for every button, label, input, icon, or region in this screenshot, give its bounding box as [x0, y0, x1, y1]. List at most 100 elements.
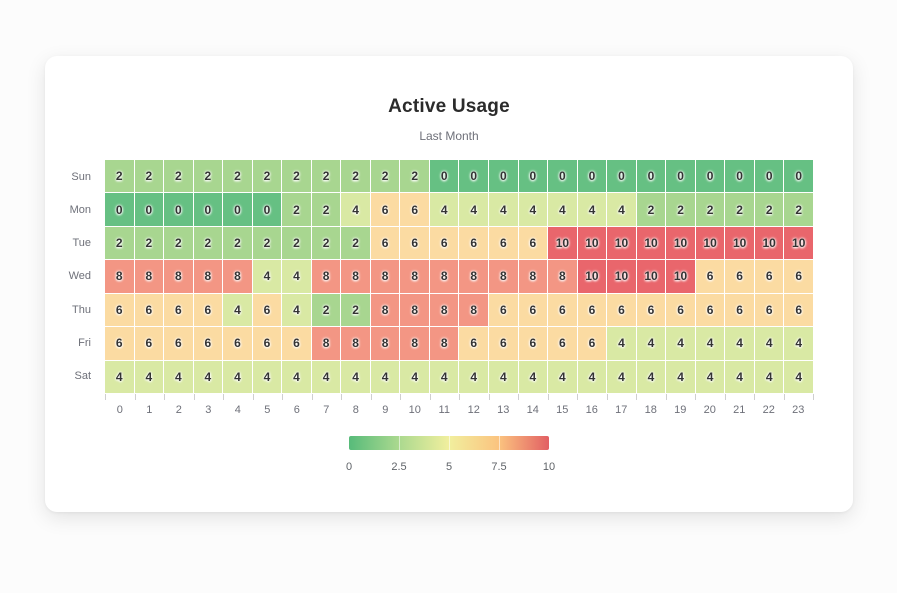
heatmap-cell[interactable]: 2 [193, 226, 223, 260]
heatmap-cell[interactable]: 4 [548, 360, 577, 393]
heatmap-cell[interactable]: 10 [607, 260, 636, 293]
heatmap-cell[interactable]: 2 [282, 160, 311, 193]
heatmap-cell[interactable]: 8 [341, 327, 370, 360]
heatmap-cell[interactable]: 6 [164, 293, 193, 327]
heatmap-cell[interactable]: 2 [164, 160, 193, 193]
heatmap-cell[interactable]: 10 [666, 260, 695, 293]
heatmap-cell[interactable]: 4 [223, 293, 252, 327]
heatmap-cell[interactable]: 2 [695, 193, 725, 226]
heatmap-cell[interactable]: 6 [489, 327, 518, 360]
heatmap-cell[interactable]: 6 [577, 327, 607, 360]
heatmap-cell[interactable]: 4 [370, 360, 400, 393]
heatmap-cell[interactable]: 4 [252, 260, 282, 293]
heatmap-cell[interactable]: 4 [489, 193, 518, 226]
heatmap-cell[interactable]: 4 [223, 360, 252, 393]
heatmap-cell[interactable]: 4 [607, 327, 636, 360]
heatmap-cell[interactable]: 6 [695, 260, 725, 293]
heatmap-cell[interactable]: 6 [754, 293, 784, 327]
heatmap-cell[interactable]: 0 [784, 160, 813, 193]
color-legend-gradient-bar[interactable] [349, 436, 549, 450]
heatmap-cell[interactable]: 6 [489, 293, 518, 327]
heatmap-cell[interactable]: 6 [518, 293, 548, 327]
heatmap-cell[interactable]: 4 [282, 293, 311, 327]
heatmap-cell[interactable]: 2 [370, 160, 400, 193]
heatmap-cell[interactable]: 2 [134, 160, 164, 193]
heatmap-cell[interactable]: 6 [400, 226, 429, 260]
heatmap-cell[interactable]: 6 [193, 293, 223, 327]
heatmap-cell[interactable]: 6 [666, 293, 695, 327]
heatmap-cell[interactable]: 4 [784, 360, 813, 393]
heatmap-cell[interactable]: 6 [518, 327, 548, 360]
heatmap-cell[interactable]: 2 [341, 160, 370, 193]
heatmap-cell[interactable]: 2 [223, 226, 252, 260]
heatmap-cell[interactable]: 4 [429, 193, 459, 226]
heatmap-cell[interactable]: 6 [370, 193, 400, 226]
heatmap-cell[interactable]: 4 [341, 193, 370, 226]
heatmap-cell[interactable]: 6 [725, 260, 754, 293]
heatmap-cell[interactable]: 8 [370, 327, 400, 360]
heatmap-cell[interactable]: 2 [311, 160, 341, 193]
heatmap-cell[interactable]: 10 [607, 226, 636, 260]
heatmap-cell[interactable]: 0 [548, 160, 577, 193]
heatmap-cell[interactable]: 2 [311, 293, 341, 327]
heatmap-cell[interactable]: 0 [459, 160, 489, 193]
heatmap-cell[interactable]: 8 [429, 327, 459, 360]
heatmap-cell[interactable]: 2 [282, 226, 311, 260]
heatmap-cell[interactable]: 8 [400, 293, 429, 327]
heatmap-cell[interactable]: 6 [252, 327, 282, 360]
heatmap-cell[interactable]: 6 [695, 293, 725, 327]
heatmap-cell[interactable]: 8 [341, 260, 370, 293]
heatmap-cell[interactable]: 6 [105, 327, 134, 360]
heatmap-cell[interactable]: 6 [548, 327, 577, 360]
heatmap-cell[interactable]: 4 [548, 193, 577, 226]
heatmap-cell[interactable]: 4 [134, 360, 164, 393]
heatmap-cell[interactable]: 4 [636, 360, 666, 393]
heatmap-cell[interactable]: 10 [725, 226, 754, 260]
heatmap-cell[interactable]: 2 [666, 193, 695, 226]
heatmap-cell[interactable]: 4 [695, 360, 725, 393]
heatmap-cell[interactable]: 4 [695, 327, 725, 360]
heatmap-cell[interactable]: 6 [193, 327, 223, 360]
heatmap-cell[interactable]: 4 [459, 193, 489, 226]
heatmap-cell[interactable]: 2 [223, 160, 252, 193]
heatmap-cell[interactable]: 8 [400, 260, 429, 293]
heatmap-cell[interactable]: 2 [105, 160, 134, 193]
heatmap-cell[interactable]: 0 [518, 160, 548, 193]
heatmap-cell[interactable]: 6 [784, 293, 813, 327]
heatmap-cell[interactable]: 2 [164, 226, 193, 260]
heatmap-cell[interactable]: 6 [459, 226, 489, 260]
heatmap-cell[interactable]: 0 [666, 160, 695, 193]
heatmap-cell[interactable]: 8 [459, 293, 489, 327]
heatmap-cell[interactable]: 6 [784, 260, 813, 293]
heatmap-cell[interactable]: 6 [489, 226, 518, 260]
heatmap-cell[interactable]: 6 [459, 327, 489, 360]
heatmap-cell[interactable]: 8 [164, 260, 193, 293]
heatmap-cell[interactable]: 4 [607, 193, 636, 226]
heatmap-cell[interactable]: 8 [548, 260, 577, 293]
heatmap-cell[interactable]: 6 [636, 293, 666, 327]
heatmap-cell[interactable]: 8 [311, 260, 341, 293]
heatmap-cell[interactable]: 10 [577, 226, 607, 260]
heatmap-cell[interactable]: 0 [577, 160, 607, 193]
heatmap-cell[interactable]: 2 [725, 193, 754, 226]
heatmap-cell[interactable]: 0 [193, 193, 223, 226]
heatmap-cell[interactable]: 6 [518, 226, 548, 260]
heatmap-cell[interactable]: 4 [666, 360, 695, 393]
heatmap-cell[interactable]: 0 [607, 160, 636, 193]
heatmap-cell[interactable]: 8 [489, 260, 518, 293]
heatmap-cell[interactable]: 10 [695, 226, 725, 260]
heatmap-cell[interactable]: 0 [636, 160, 666, 193]
heatmap-cell[interactable]: 8 [223, 260, 252, 293]
heatmap-cell[interactable]: 10 [636, 226, 666, 260]
heatmap-cell[interactable]: 0 [252, 193, 282, 226]
heatmap-cell[interactable]: 2 [400, 160, 429, 193]
heatmap-cell[interactable]: 0 [489, 160, 518, 193]
heatmap-cell[interactable]: 6 [725, 293, 754, 327]
heatmap-cell[interactable]: 6 [577, 293, 607, 327]
heatmap-cell[interactable]: 0 [164, 193, 193, 226]
heatmap-cell[interactable]: 4 [193, 360, 223, 393]
heatmap-cell[interactable]: 6 [134, 327, 164, 360]
heatmap-cell[interactable]: 4 [429, 360, 459, 393]
heatmap-cell[interactable]: 2 [341, 293, 370, 327]
heatmap-cell[interactable]: 6 [252, 293, 282, 327]
